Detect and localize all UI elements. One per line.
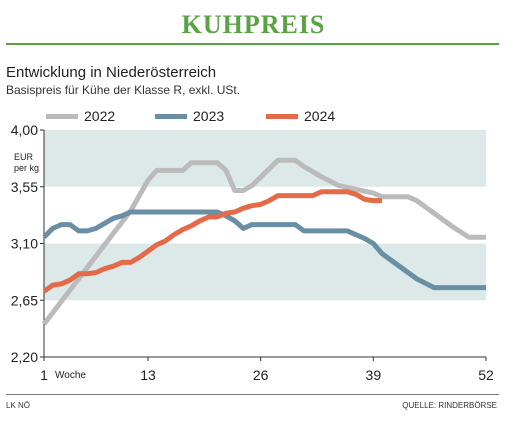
- footer-source-left: LK NÖ: [6, 401, 31, 410]
- x-tick-label: 13: [140, 367, 156, 383]
- legend-swatch-2023: [155, 113, 187, 119]
- x-tick-label: 39: [366, 367, 382, 383]
- y-axis-label: EUR: [14, 152, 34, 162]
- y-tick-label: 2,65: [11, 292, 38, 308]
- legend-item-2024: 2024: [266, 107, 335, 125]
- legend-label-2023: 2023: [193, 108, 225, 124]
- y-tick-label: 3,10: [11, 236, 38, 252]
- y-tick-label: 3,55: [11, 179, 38, 195]
- legend-label-2024: 2024: [304, 108, 336, 124]
- footer-divider: [6, 394, 499, 395]
- grid-band: [44, 130, 486, 187]
- page-title: KUHPREIS: [181, 10, 326, 39]
- chart-subtitle: Basispreis für Kühe der Klasse R, exkl. …: [6, 83, 241, 97]
- legend-item-2022: 2022: [46, 107, 115, 125]
- legend-label-2022: 2022: [84, 108, 116, 124]
- title-divider: [6, 43, 499, 45]
- x-tick-label: 26: [253, 367, 269, 383]
- y-tick-label: 4,00: [11, 122, 38, 138]
- x-tick-label: 52: [478, 367, 494, 383]
- x-axis-label: Woche: [55, 370, 86, 381]
- y-tick-label: 2,20: [11, 349, 38, 365]
- legend-item-2023: 2023: [155, 107, 224, 125]
- series-line-2023: [42, 209, 486, 291]
- legend-swatch-2022: [46, 113, 78, 119]
- series-line-2024: [42, 189, 382, 294]
- series-line-2022: [42, 157, 486, 326]
- x-tick-label: 1: [40, 367, 48, 383]
- footer-source-right: QUELLE: RINDERBÖRSE: [402, 401, 497, 410]
- chart-title: Entwicklung in Niederösterreich: [6, 64, 217, 81]
- y-axis-label-line2: per kg: [14, 163, 39, 173]
- grid-band: [44, 243, 486, 301]
- legend-swatch-2024: [266, 113, 298, 119]
